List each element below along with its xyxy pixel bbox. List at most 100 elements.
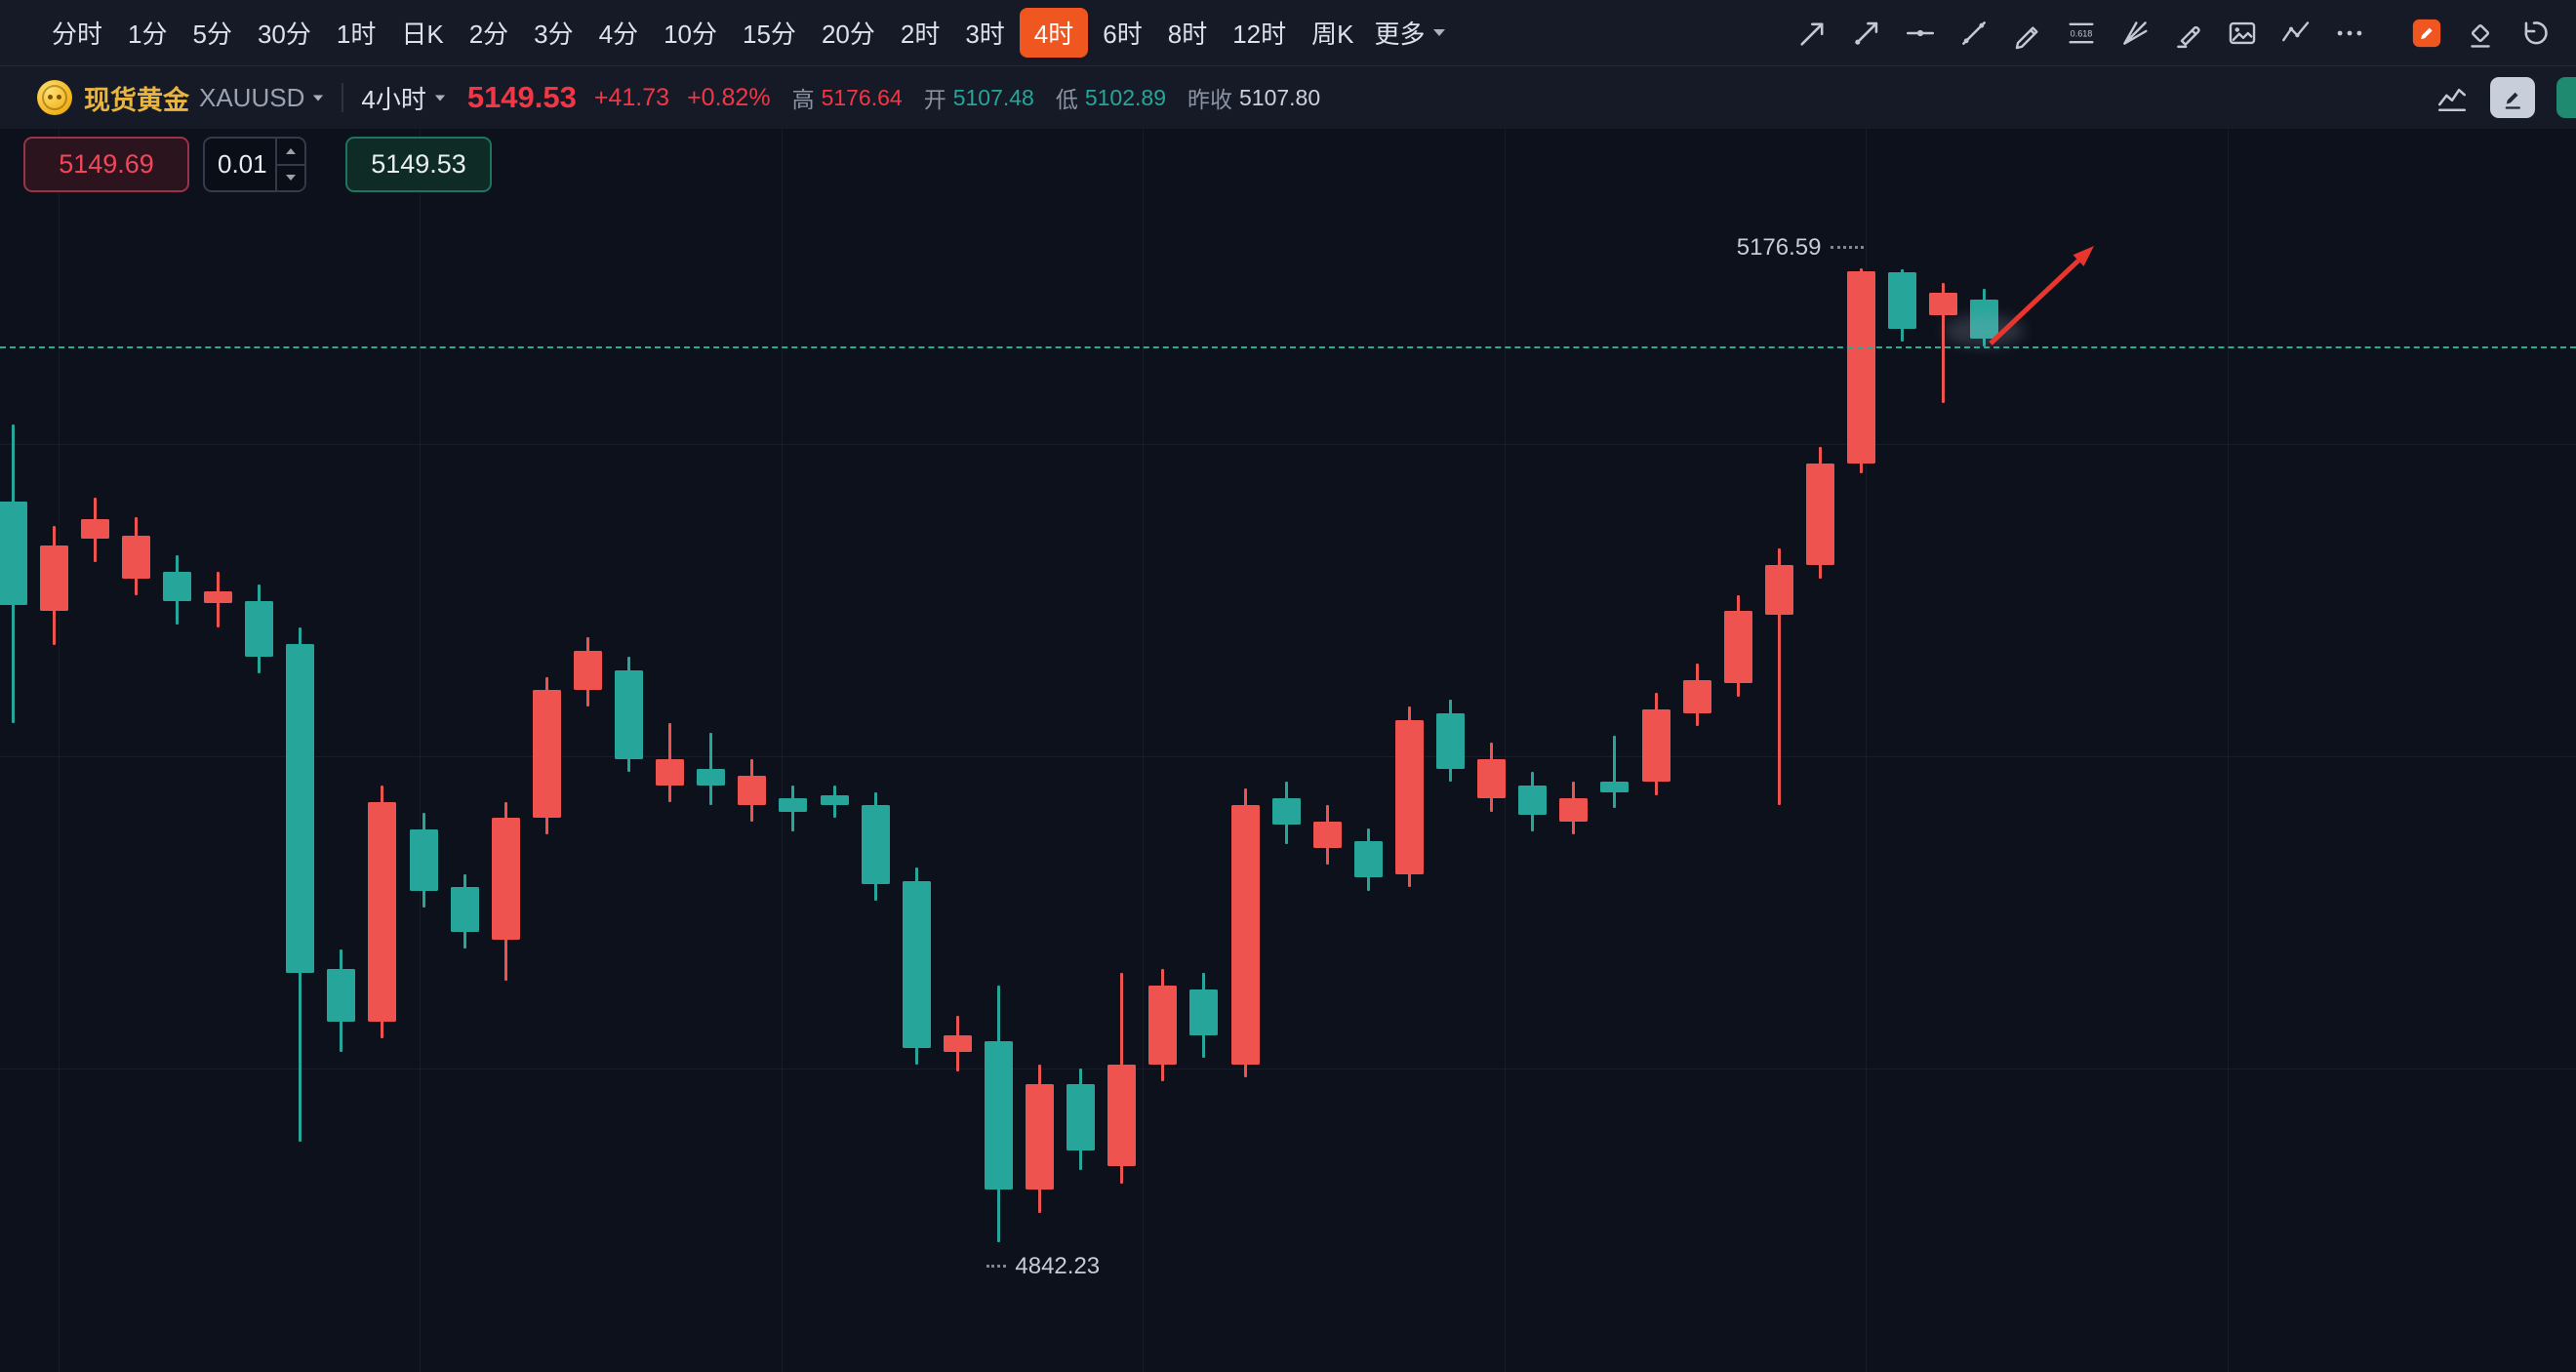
candle-body [1847,270,1875,464]
candle-body [1929,292,1958,316]
candle-body [738,775,767,806]
symbol-code[interactable]: XAUUSD [199,82,305,112]
highlight-smudge [1944,315,2024,346]
undo-icon[interactable] [2517,17,2551,50]
quantity-decrease-button[interactable] [277,166,304,191]
candle-wick [1942,282,1946,403]
chevron-down-icon[interactable] [434,95,445,101]
candle-body [1353,841,1383,878]
high-value: 5176.64 [821,84,903,110]
more-timeframes-button[interactable]: 更多 [1366,8,1453,58]
candle-body [943,1034,972,1052]
timeframe-item[interactable]: 3时 [965,20,1005,49]
timeframe-item[interactable]: 12时 [1232,20,1287,49]
candle-body [409,829,438,891]
candle-body [0,501,27,605]
more-label: 更多 [1374,20,1426,49]
chart-actions [2435,77,2576,118]
timeframe-item[interactable]: 2分 [468,20,509,49]
candle-body [1888,272,1917,329]
gridline-vertical [59,128,60,1372]
gridline-vertical [1866,128,1867,1372]
horizontal-line-icon[interactable] [1904,17,1937,50]
symbol-name[interactable]: 现货黄金 [84,85,189,115]
candle-body [1230,805,1260,1065]
fib-retracement-icon[interactable]: 0.618 [2065,17,2098,50]
gridline-vertical [420,128,421,1372]
candle-body [1189,989,1219,1035]
quantity-input[interactable] [205,139,275,190]
drawing-tools: 0.618 [1796,17,2551,50]
candle-body [861,805,890,884]
candle-body [245,601,274,658]
timeframe-toolbar: 分时 1分 5分 30分 1时 日K 2分 3分 4分 10分 15分 20分 2时 3时 4时 6时 8时 12… [0,0,2576,66]
timeframe-item[interactable]: 15分 [743,20,796,49]
timeframe-item[interactable]: 5分 [192,20,232,49]
candle-body [327,969,356,1023]
timeframe-item[interactable]: 6时 [1103,20,1143,49]
timeframe-item[interactable]: 4时 [1019,8,1089,58]
edit-annotation-button[interactable] [2490,77,2535,118]
timeframe-item[interactable]: 30分 [257,20,311,49]
timeframe-item[interactable]: 周K [1311,20,1354,49]
candle-body [1067,1084,1096,1150]
candle-body [1026,1084,1054,1190]
price-change: +41.73 [593,83,670,111]
low-label: 低 [1055,87,1078,112]
candle-body [1600,782,1630,792]
gridline-horizontal [0,756,2576,757]
timeframe-item[interactable]: 2时 [900,20,941,49]
image-icon[interactable] [2226,17,2259,50]
high-price-label: 5176.59 [1616,232,1864,263]
buy-button[interactable]: 5149.53 [345,137,492,192]
fib-ratio-text: 0.618 [2071,28,2093,38]
quantity-stepper [275,139,304,190]
last-price: 5149.53 [466,80,577,114]
sell-button[interactable]: 5149.69 [23,137,189,192]
candle-body [615,670,643,759]
high-label: 高 [791,87,815,112]
gann-fan-icon[interactable] [2118,17,2152,50]
panel-partial-icon[interactable] [2556,77,2576,118]
current-price-line [0,346,2576,349]
marker-icon[interactable] [2172,17,2205,50]
timeframe-item[interactable]: 1时 [336,20,377,49]
trend-line-icon[interactable] [1957,17,1991,50]
interval-select[interactable]: 4小时 [361,84,426,114]
candle-body [573,650,602,691]
timeframe-item[interactable]: 8时 [1167,20,1208,49]
candle-body [1723,611,1752,684]
trend-arrow-icon[interactable] [1796,17,1830,50]
chevron-down-icon [1433,29,1446,36]
brush-icon[interactable] [2011,17,2044,50]
divider [342,83,344,112]
polyline-icon[interactable] [2279,17,2313,50]
indicator-icon[interactable] [2435,81,2469,114]
timeframe-item[interactable]: 1分 [128,20,168,49]
candle-body [80,519,109,540]
candle-body [491,818,520,941]
app-header: 分时 1分 5分 30分 1时 日K 2分 3分 4分 10分 15分 20分 2时 3时 4时 6时 8时 12… [0,0,2576,129]
candle-body [1559,798,1589,822]
ray-arrow-icon[interactable] [1850,17,1883,50]
candle-body [1148,986,1178,1066]
more-tools-icon[interactable] [2333,17,2366,50]
timeframe-item[interactable]: 20分 [821,20,875,49]
timeframe-item[interactable]: 日K [401,20,444,49]
timeframe-item[interactable]: 分时 [52,20,103,49]
timeframe-item[interactable]: 4分 [598,20,639,49]
eraser-icon[interactable] [2464,17,2497,50]
timeframe-item[interactable]: 10分 [664,20,718,49]
quantity-increase-button[interactable] [277,139,304,166]
timeframe-item[interactable]: 3分 [534,20,574,49]
chevron-down-icon[interactable] [313,95,324,101]
candle-body [697,769,726,786]
gridline-vertical [782,128,783,1372]
compose-order-icon[interactable] [2410,17,2443,50]
candle-body [820,794,849,806]
candle-body [532,690,561,819]
candle-body [1682,680,1711,713]
candle-body [779,798,808,812]
